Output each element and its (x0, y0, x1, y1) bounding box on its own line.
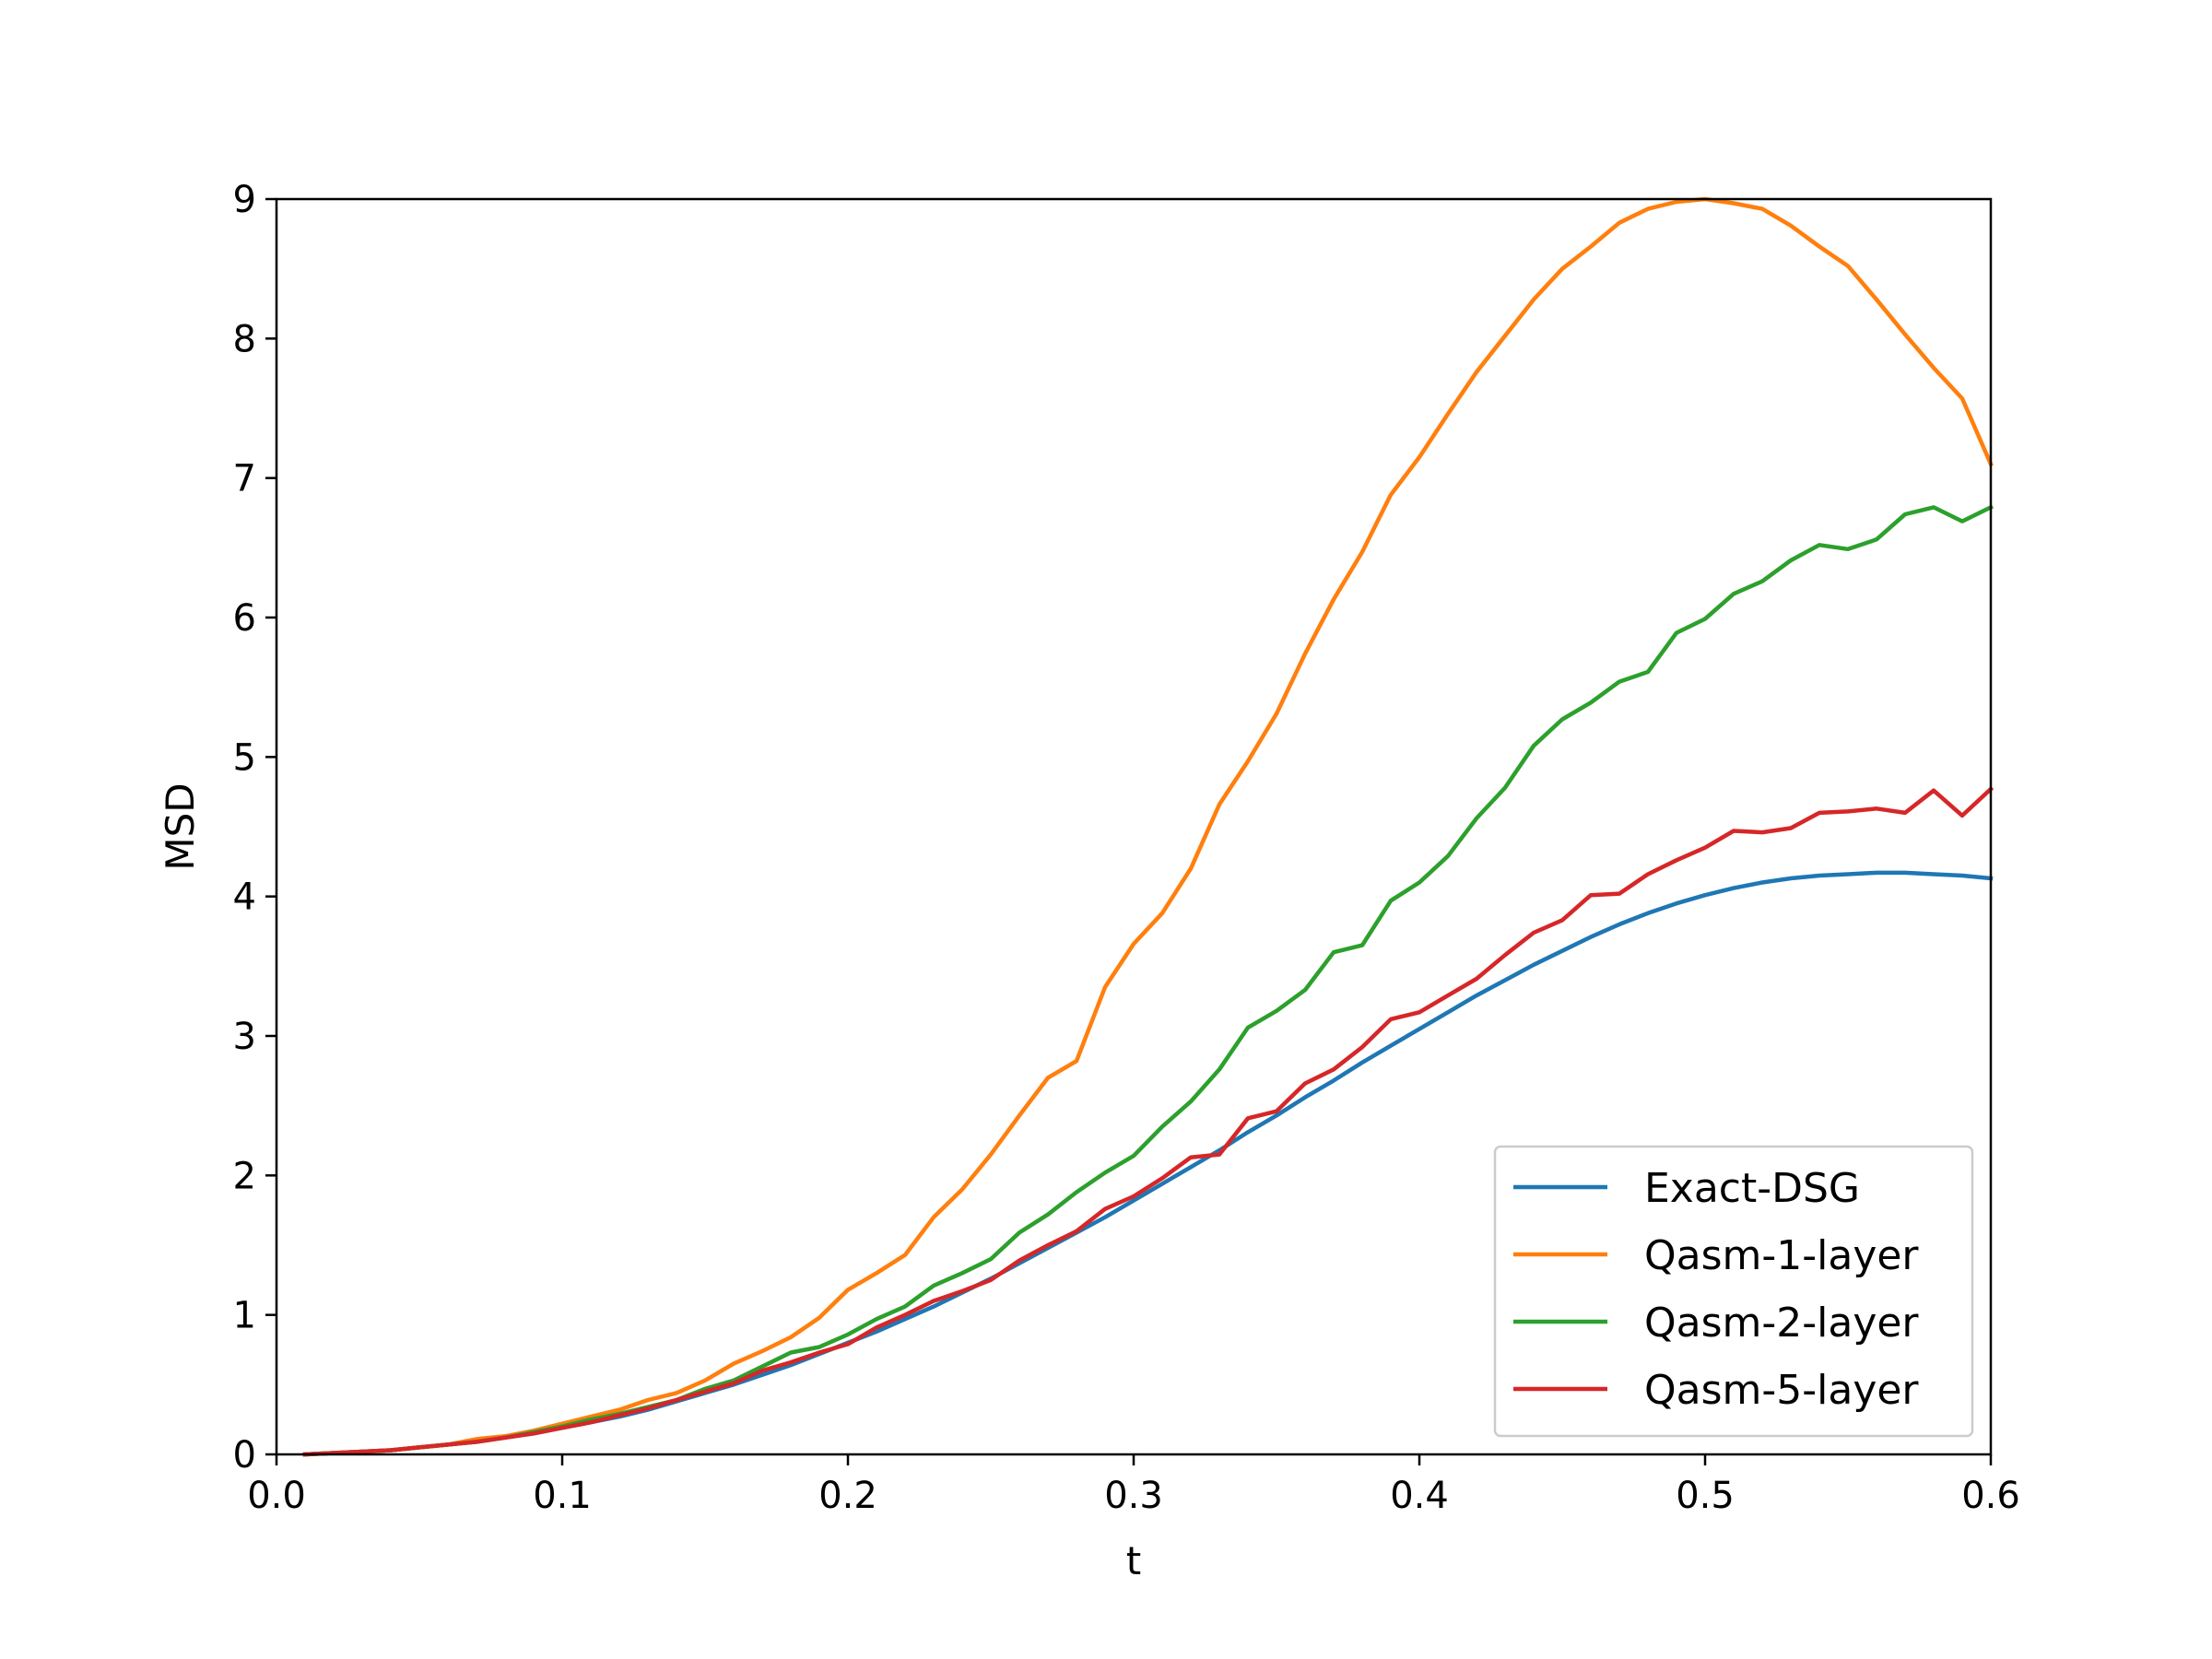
legend-label: Qasm-2-layer (1644, 1300, 1919, 1347)
x-tick-label: 0.4 (1390, 1475, 1449, 1517)
x-tick-label: 0.3 (1104, 1475, 1163, 1517)
legend-label: Qasm-5-layer (1644, 1367, 1919, 1414)
y-tick-label: 9 (233, 179, 256, 221)
x-tick-label: 0.6 (1961, 1475, 2020, 1517)
x-tick-label: 0.5 (1676, 1475, 1735, 1517)
x-axis: 0.0 0.1 0.2 0.3 0.4 0.5 0.6 (247, 1454, 2020, 1517)
y-tick-label: 3 (233, 1016, 256, 1058)
plot-series (302, 196, 1994, 1457)
y-axis-label: MSD (158, 782, 203, 870)
y-tick-label: 1 (233, 1295, 256, 1337)
legend: Exact-DSG Qasm-1-layer Qasm-2-layer Qasm-5-… (1493, 1145, 1974, 1438)
legend-box (1493, 1145, 1974, 1438)
series-line-qasm-5-layer (302, 785, 1994, 1457)
y-tick-label: 2 (233, 1155, 256, 1197)
x-tick-label: 0.0 (247, 1475, 306, 1517)
y-tick-label: 7 (233, 458, 256, 500)
y-tick-label: 4 (233, 877, 256, 919)
legend-label: Exact-DSG (1644, 1165, 1860, 1212)
y-tick-label: 0 (233, 1434, 256, 1477)
legend-label: Qasm-1-layer (1644, 1232, 1919, 1279)
x-tick-label: 0.1 (533, 1475, 592, 1517)
y-tick-label: 8 (233, 318, 256, 360)
y-tick-label: 5 (233, 736, 256, 779)
y-tick-label: 6 (233, 597, 256, 640)
x-tick-label: 0.2 (818, 1475, 877, 1517)
x-axis-label: t (1126, 1538, 1141, 1583)
series-line-qasm-2-layer (302, 504, 1994, 1457)
y-axis: 0 1 2 3 4 5 6 7 8 9 (233, 179, 276, 1477)
